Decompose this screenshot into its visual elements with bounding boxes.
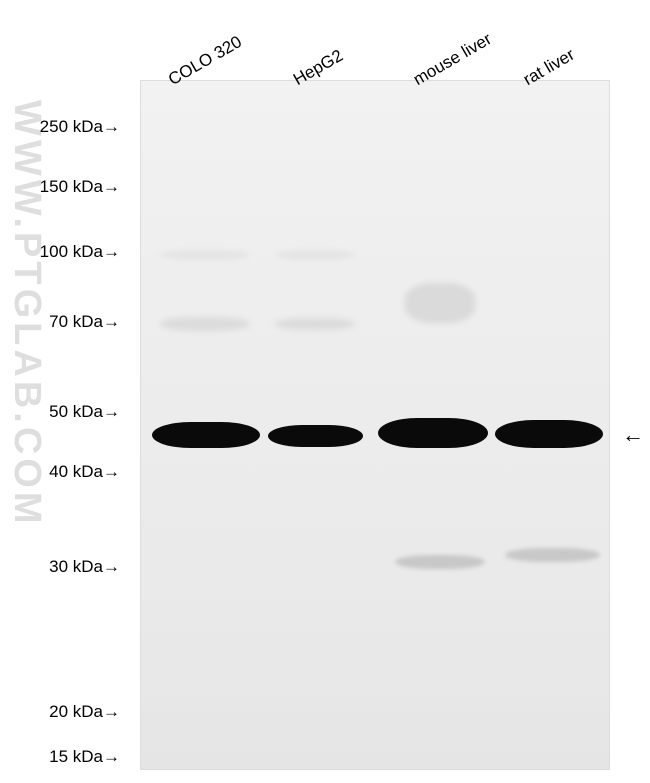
mw-text-150: 150 kDa [40, 177, 103, 196]
main-band-lane-3 [495, 420, 603, 448]
faint-band-1 [275, 318, 355, 330]
mw-text-50: 50 kDa [49, 402, 103, 421]
western-blot-figure: WWW.PTGLAB.COM COLO 320 HepG2 mouse live… [0, 0, 650, 783]
main-band-lane-2 [378, 418, 488, 448]
faint-band-0 [160, 317, 250, 331]
arrow-icon: → [103, 747, 120, 766]
arrow-icon: → [103, 117, 120, 136]
mw-label-50: 50 kDa→ [0, 402, 120, 422]
mw-label-150: 150 kDa→ [0, 177, 120, 197]
arrow-icon: → [103, 177, 120, 196]
arrow-icon: → [103, 242, 120, 261]
main-band-lane-0 [152, 422, 260, 448]
arrow-icon: → [103, 702, 120, 721]
mw-label-100: 100 kDa→ [0, 242, 120, 262]
mw-text-30: 30 kDa [49, 557, 103, 576]
arrow-icon: → [103, 462, 120, 481]
mw-text-100: 100 kDa [40, 242, 103, 261]
faint-band-5 [505, 548, 600, 562]
main-band-lane-1 [268, 425, 363, 447]
mw-label-70: 70 kDa→ [0, 312, 120, 332]
blot-artifact [405, 283, 475, 323]
mw-label-30: 30 kDa→ [0, 557, 120, 577]
target-band-arrow: ← [622, 422, 644, 448]
mw-text-250: 250 kDa [40, 117, 103, 136]
arrow-icon: → [103, 312, 120, 331]
arrow-icon: → [103, 402, 120, 421]
mw-text-20: 20 kDa [49, 702, 103, 721]
arrow-icon: → [103, 557, 120, 576]
mw-text-40: 40 kDa [49, 462, 103, 481]
mw-label-40: 40 kDa→ [0, 462, 120, 482]
faint-band-2 [160, 250, 250, 260]
mw-text-15: 15 kDa [49, 747, 103, 766]
mw-label-20: 20 kDa→ [0, 702, 120, 722]
mw-label-250: 250 kDa→ [0, 117, 120, 137]
mw-text-70: 70 kDa [49, 312, 103, 331]
faint-band-3 [275, 250, 355, 260]
faint-band-4 [395, 555, 485, 569]
mw-label-15: 15 kDa→ [0, 747, 120, 767]
